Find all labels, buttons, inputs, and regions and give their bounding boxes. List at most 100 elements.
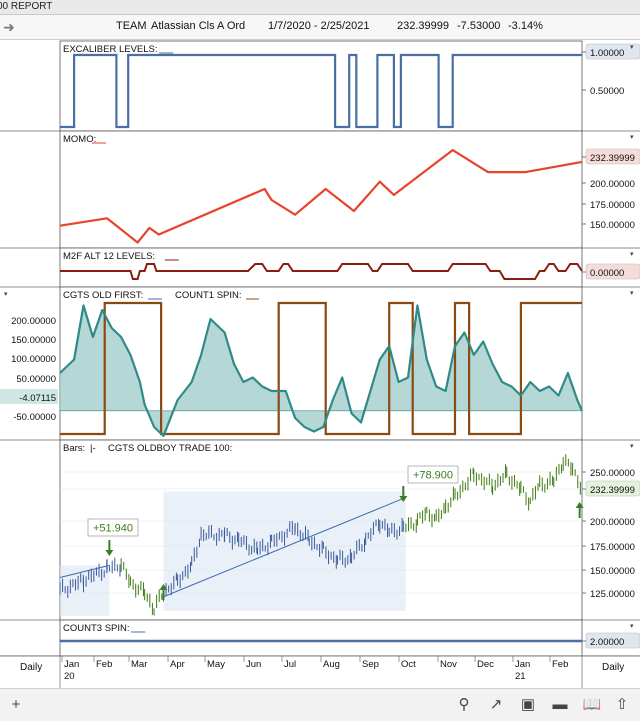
y-tick-label: 2.00000 xyxy=(590,637,624,648)
y-tick-label: -50.00000 xyxy=(13,412,56,423)
y-tick-label: 150.00000 xyxy=(590,220,635,231)
panel-title: EXCALIBER LEVELS: xyxy=(63,44,158,55)
series-momo-line xyxy=(59,149,583,244)
time-axis xyxy=(0,656,640,688)
y-tick-label: 150.00000 xyxy=(590,566,635,577)
series-m2f-line xyxy=(60,263,583,280)
y-tick-label: -4.07115 xyxy=(19,393,56,404)
up-arrow-head xyxy=(575,502,584,508)
capture-icon[interactable]: ▣ xyxy=(520,696,536,713)
trend-line-2 xyxy=(163,497,406,598)
y-tick-label: 0.50000 xyxy=(590,86,624,97)
y-tick-label: 175.00000 xyxy=(590,542,635,553)
trade-callout-label: +78.900 xyxy=(413,470,453,482)
header-last: 232.39999 xyxy=(397,20,449,32)
trend-line-1 xyxy=(59,564,110,579)
month-label: Jan xyxy=(64,659,79,670)
up-arrow-head xyxy=(159,584,168,590)
book-icon[interactable]: 📖 xyxy=(582,696,602,713)
trade-callout-label: +51.940 xyxy=(93,523,133,535)
header-range: 1/7/2020 - 2/25/2021 xyxy=(268,20,370,32)
y-tick-label: 232.39999 xyxy=(590,485,635,496)
timeframe-left[interactable]: Daily xyxy=(20,662,42,673)
panel-momo xyxy=(59,130,583,249)
header-change: -7.53000 xyxy=(457,20,501,32)
header-pct: -3.14% xyxy=(508,20,543,32)
month-label: May xyxy=(207,659,225,670)
axis-arrow-icon[interactable]: ▾ xyxy=(4,291,8,298)
series-cgts-area xyxy=(60,305,582,436)
quote-header: ➜ TEAM Atlassian Cls A Ord 1/7/2020 - 2/… xyxy=(0,15,640,40)
axis-arrow-icon[interactable]: ▾ xyxy=(630,44,634,51)
panel-title-2: CGTS OLDBOY TRADE 100: xyxy=(108,443,232,454)
panel-title: Bars: xyxy=(63,443,85,454)
month-label: Jul xyxy=(284,659,296,670)
series-cgts-line xyxy=(59,304,584,438)
panel-m2f xyxy=(59,247,583,288)
header-name: Atlassian Cls A Ord xyxy=(151,20,246,32)
last-value-box xyxy=(585,148,640,165)
y-tick-label: 200.00000 xyxy=(11,316,56,327)
forward-arrow-icon[interactable]: ➜ xyxy=(3,19,15,35)
axis-arrow-icon[interactable]: ▾ xyxy=(630,134,634,141)
y-tick-label: 0.00000 xyxy=(590,268,624,279)
panel-count3 xyxy=(59,619,583,657)
axis-arrow-icon[interactable]: ▾ xyxy=(630,290,634,297)
panel-title: MOMO: xyxy=(63,134,96,145)
month-label: Apr xyxy=(170,659,185,670)
axis-arrow-icon[interactable]: ▾ xyxy=(630,251,634,258)
trade-callout-box xyxy=(407,465,459,484)
draw-icon[interactable]: ↗ xyxy=(489,696,503,713)
trade-callout-box xyxy=(87,518,139,537)
series-count1-spin-line xyxy=(60,301,582,436)
share-icon[interactable]: ⇧ xyxy=(615,696,629,713)
panel-title: COUNT3 SPIN: xyxy=(63,623,130,634)
y-tick-label: 125.00000 xyxy=(590,589,635,600)
panel-title-2: COUNT1 SPIN: xyxy=(175,290,242,301)
report-label: 00 REPORT xyxy=(0,1,53,12)
last-value-box xyxy=(585,263,640,280)
down-arrow-head xyxy=(399,496,408,502)
y-tick-label: 200.00000 xyxy=(590,517,635,528)
down-arrow-head xyxy=(105,550,114,556)
panel-icon[interactable]: ▬ xyxy=(552,696,568,713)
bottom-toolbar: + ⚲ ↗ ▣ ▬ 📖 ⇧ xyxy=(0,688,640,721)
month-label: Dec xyxy=(477,659,494,670)
y-tick-label: 250.00000 xyxy=(590,468,635,479)
y-tick-label: 50.00000 xyxy=(16,374,56,385)
header-symbol: TEAM xyxy=(116,20,147,32)
panel-title: CGTS OLD FIRST: xyxy=(63,290,143,301)
y-tick-label: 1.00000 xyxy=(590,48,624,59)
month-label: Sep xyxy=(362,659,379,670)
trade-region-2 xyxy=(163,491,406,611)
y-tick-label: 232.39999 xyxy=(590,153,635,164)
month-label: Oct xyxy=(401,659,416,670)
y-tick-label: 100.00000 xyxy=(11,354,56,365)
last-value-box xyxy=(0,389,58,404)
year-label: 21 xyxy=(515,671,526,682)
month-label: Feb xyxy=(552,659,568,670)
window-title-bar: 00 REPORT xyxy=(0,0,640,15)
month-label: Jan xyxy=(515,659,530,670)
axis-arrow-icon[interactable]: ▾ xyxy=(630,443,634,450)
last-value-box xyxy=(585,632,640,649)
axis-arrow-icon[interactable]: ▾ xyxy=(630,623,634,630)
plus-icon[interactable]: + xyxy=(11,696,21,713)
last-value-box xyxy=(585,43,640,60)
search-icon[interactable]: ⚲ xyxy=(458,696,470,713)
last-value-box xyxy=(585,480,640,497)
series-excaliber-line xyxy=(60,53,582,129)
y-tick-label: 150.00000 xyxy=(11,335,56,346)
y-tick-label: 175.00000 xyxy=(590,200,635,211)
year-label: 20 xyxy=(64,671,75,682)
month-label: Mar xyxy=(131,659,147,670)
panel-title-suffix: |- xyxy=(90,443,96,454)
timeframe-right[interactable]: Daily xyxy=(602,662,624,673)
chart-area[interactable]: EXCALIBER LEVELS: 1.00000 0.50000 MOMO: 232.… xyxy=(0,40,640,688)
month-label: Aug xyxy=(323,659,340,670)
month-label: Feb xyxy=(96,659,112,670)
month-label: Nov xyxy=(440,659,457,670)
y-tick-label: 200.00000 xyxy=(590,179,635,190)
panel-title: M2F ALT 12 LEVELS: xyxy=(63,251,155,262)
month-label: Jun xyxy=(246,659,261,670)
